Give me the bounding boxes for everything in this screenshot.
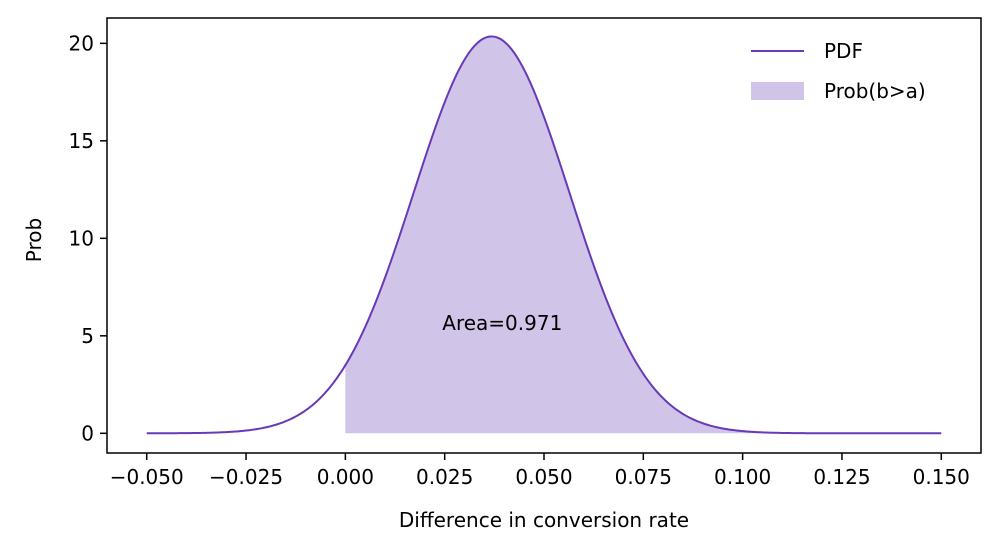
area-annotation: Area=0.971 [442, 311, 562, 335]
legend: PDF Prob(b>a) [751, 39, 926, 103]
x-tick-label: 0.100 [714, 465, 771, 489]
y-tick-label: 10 [69, 226, 94, 250]
y-tick-label: 20 [69, 31, 94, 55]
legend-pdf-label: PDF [824, 39, 863, 63]
x-axis-label: Difference in conversion rate [399, 508, 689, 532]
y-tick-label: 5 [81, 324, 94, 348]
prob-area-fill [345, 36, 942, 434]
legend-prob-label: Prob(b>a) [824, 79, 926, 103]
x-tick-label: 0.050 [515, 465, 572, 489]
x-tick-label: −0.050 [110, 465, 184, 489]
ticks: −0.050 −0.025 0.000 0.025 0.050 0.075 0.100 0.1… [69, 31, 970, 489]
x-tick-label: −0.025 [209, 465, 283, 489]
x-tick-label: 0.125 [813, 465, 870, 489]
y-tick-label: 0 [81, 421, 94, 445]
legend-prob-area-swatch [751, 82, 804, 100]
x-tick-label: 0.150 [913, 465, 970, 489]
plot-area [146, 35, 942, 435]
y-tick-label: 15 [69, 129, 94, 153]
x-tick-label: 0.000 [317, 465, 374, 489]
x-tick-label: 0.025 [416, 465, 473, 489]
y-axis-label: Prob [22, 218, 46, 262]
pdf-line [146, 35, 942, 435]
x-tick-label: 0.075 [615, 465, 672, 489]
